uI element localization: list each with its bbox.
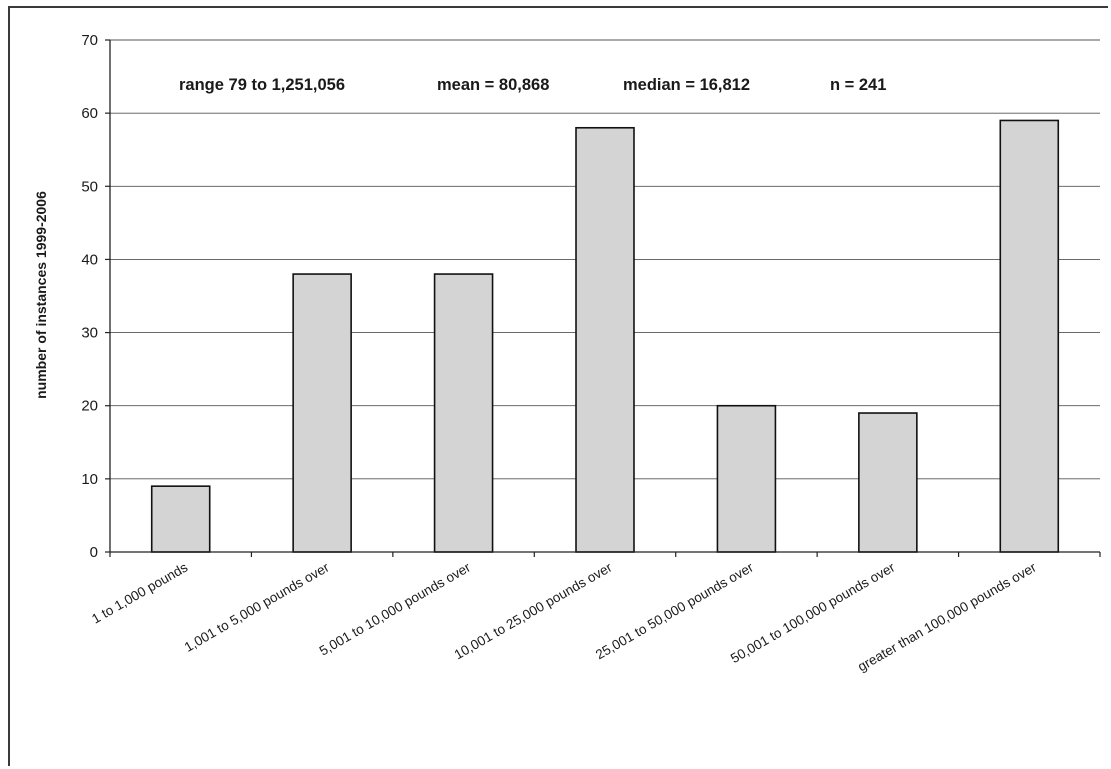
- bar: [716, 404, 777, 553]
- x-category-label: 50,001 to 100,000 pounds over: [728, 559, 898, 666]
- bar: [292, 273, 352, 553]
- stat-median: median = 16,812: [623, 76, 750, 94]
- y-tick-label: 60: [81, 105, 98, 122]
- y-tick-label: 10: [81, 471, 98, 488]
- y-tick-label: 20: [81, 398, 98, 415]
- y-tick-label: 70: [81, 32, 98, 49]
- x-category-label: 1 to 1,000 pounds: [89, 559, 190, 626]
- y-axis-title: number of instances 1999-2006: [33, 191, 49, 399]
- bars: [150, 119, 1060, 553]
- x-category-label: 10,001 to 25,000 pounds over: [452, 559, 615, 662]
- bar: [150, 485, 211, 553]
- stat-mean: mean = 80,868: [437, 76, 549, 94]
- bar: [999, 119, 1060, 553]
- bar: [575, 126, 635, 553]
- y-tick-label: 50: [81, 178, 98, 195]
- bar: [858, 412, 918, 553]
- chart-frame: [8, 6, 1108, 766]
- y-tick-label: 0: [90, 544, 98, 561]
- y-tick-label: 40: [81, 251, 98, 268]
- bar: [433, 273, 494, 553]
- y-tick-label: 30: [81, 325, 98, 342]
- stat-n: n = 241: [830, 76, 886, 94]
- y-axis-ticks: 0 10 20 30 40 50 60 70: [81, 32, 110, 561]
- x-category-label: 1,001 to 5,000 pounds over: [182, 559, 332, 654]
- x-category-label: 25,001 to 50,000 pounds over: [593, 559, 756, 662]
- axes: [109, 40, 1100, 553]
- summary-stats: range 79 to 1,251,056 mean = 80,868 medi…: [179, 76, 886, 94]
- x-category-label: 5,001 to 10,000 pounds over: [317, 559, 474, 658]
- stat-range: range 79 to 1,251,056: [179, 76, 345, 94]
